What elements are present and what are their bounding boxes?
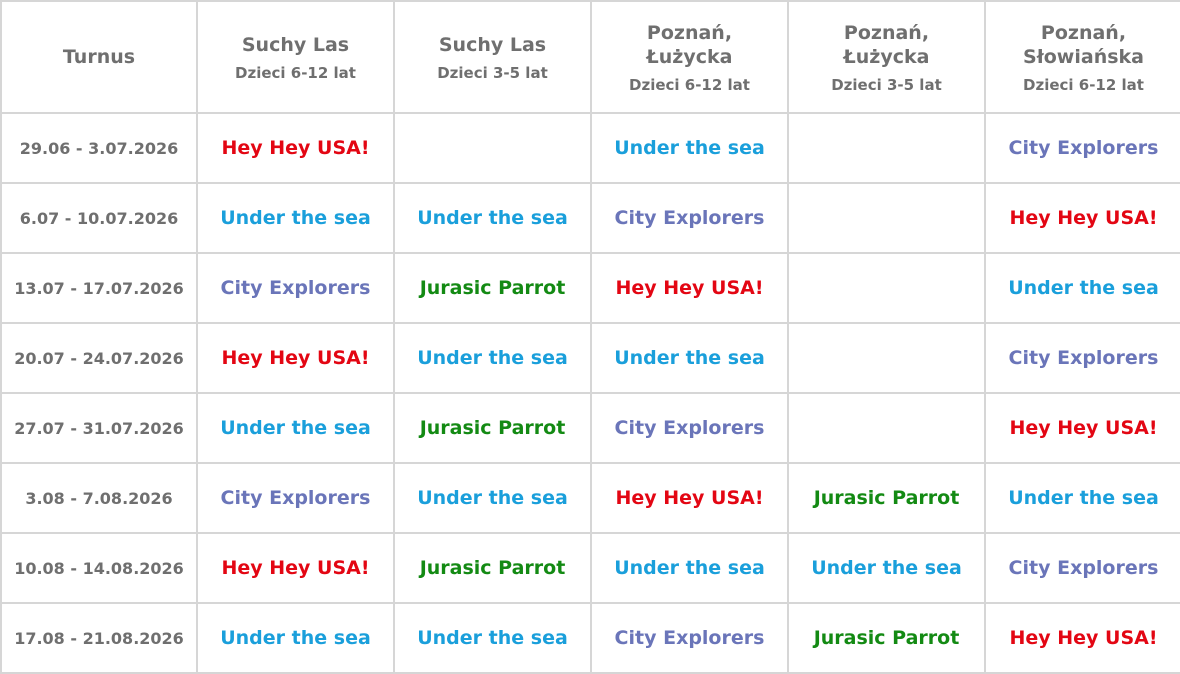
location-age-group: Dzieci 3-5 lat <box>437 63 548 82</box>
program-cell: City Explorers <box>590 602 789 674</box>
program-cell: Under the sea <box>984 462 1180 534</box>
program-cell: Under the sea <box>590 532 789 604</box>
program-cell: Under the sea <box>393 462 592 534</box>
program-cell: City Explorers <box>590 392 789 464</box>
turnus-dates: 3.08 - 7.08.2026 <box>0 462 198 534</box>
program-cell: City Explorers <box>984 112 1180 184</box>
program-cell: City Explorers <box>984 322 1180 394</box>
program-cell: Under the sea <box>196 602 395 674</box>
header-turnus: Turnus <box>0 0 198 114</box>
table-row: 3.08 - 7.08.2026 City Explorers Under th… <box>0 462 1180 534</box>
program-cell: City Explorers <box>196 252 395 324</box>
program-cell: City Explorers <box>590 182 789 254</box>
program-cell <box>787 182 986 254</box>
program-cell: Jurasic Parrot <box>393 252 592 324</box>
header-location: Poznań, Słowiańska Dzieci 6-12 lat <box>984 0 1180 114</box>
program-cell <box>787 112 986 184</box>
header-location: Poznań, Łużycka Dzieci 6-12 lat <box>590 0 789 114</box>
program-cell: Hey Hey USA! <box>984 602 1180 674</box>
program-cell: Under the sea <box>590 112 789 184</box>
table-row: 17.08 - 21.08.2026 Under the sea Under t… <box>0 602 1180 674</box>
program-cell: Hey Hey USA! <box>984 392 1180 464</box>
table-row: 13.07 - 17.07.2026 City Explorers Jurasi… <box>0 252 1180 324</box>
turnus-dates: 27.07 - 31.07.2026 <box>0 392 198 464</box>
program-cell: Under the sea <box>393 602 592 674</box>
header-location: Suchy Las Dzieci 6-12 lat <box>196 0 395 114</box>
table-row: 10.08 - 14.08.2026 Hey Hey USA! Jurasic … <box>0 532 1180 604</box>
turnus-dates: 20.07 - 24.07.2026 <box>0 322 198 394</box>
program-cell <box>393 112 592 184</box>
program-cell <box>787 392 986 464</box>
location-age-group: Dzieci 6-12 lat <box>1023 75 1144 94</box>
location-age-group: Dzieci 3-5 lat <box>831 75 942 94</box>
table-row: 29.06 - 3.07.2026 Hey Hey USA! Under the… <box>0 112 1180 184</box>
location-age-group: Dzieci 6-12 lat <box>235 63 356 82</box>
location-name: Poznań, Łużycka <box>646 21 733 68</box>
program-cell: Under the sea <box>590 322 789 394</box>
program-cell: Under the sea <box>393 322 592 394</box>
program-cell: Under the sea <box>787 532 986 604</box>
program-cell: Hey Hey USA! <box>196 322 395 394</box>
table-row: 20.07 - 24.07.2026 Hey Hey USA! Under th… <box>0 322 1180 394</box>
header-location: Poznań, Łużycka Dzieci 3-5 lat <box>787 0 986 114</box>
turnus-dates: 10.08 - 14.08.2026 <box>0 532 198 604</box>
program-cell: Under the sea <box>196 392 395 464</box>
program-cell: Jurasic Parrot <box>393 532 592 604</box>
program-cell: Jurasic Parrot <box>787 462 986 534</box>
program-cell: City Explorers <box>984 532 1180 604</box>
header-location: Suchy Las Dzieci 3-5 lat <box>393 0 592 114</box>
turnus-dates: 17.08 - 21.08.2026 <box>0 602 198 674</box>
program-cell <box>787 322 986 394</box>
program-cell: City Explorers <box>196 462 395 534</box>
table-row: 6.07 - 10.07.2026 Under the sea Under th… <box>0 182 1180 254</box>
location-name: Poznań, Łużycka <box>843 21 930 68</box>
turnus-dates: 6.07 - 10.07.2026 <box>0 182 198 254</box>
location-name: Poznań, Słowiańska <box>1023 21 1144 68</box>
location-name: Suchy Las <box>438 33 547 56</box>
program-cell: Under the sea <box>984 252 1180 324</box>
program-cell: Hey Hey USA! <box>590 252 789 324</box>
turnus-dates: 29.06 - 3.07.2026 <box>0 112 198 184</box>
program-cell: Hey Hey USA! <box>196 532 395 604</box>
program-cell: Under the sea <box>393 182 592 254</box>
program-cell: Under the sea <box>196 182 395 254</box>
program-cell: Hey Hey USA! <box>590 462 789 534</box>
program-cell: Hey Hey USA! <box>196 112 395 184</box>
program-cell: Jurasic Parrot <box>787 602 986 674</box>
table-row: 27.07 - 31.07.2026 Under the sea Jurasic… <box>0 392 1180 464</box>
turnus-dates: 13.07 - 17.07.2026 <box>0 252 198 324</box>
header-row: Turnus Suchy Las Dzieci 6-12 lat Suchy L… <box>0 0 1180 114</box>
program-cell: Hey Hey USA! <box>984 182 1180 254</box>
location-age-group: Dzieci 6-12 lat <box>629 75 750 94</box>
location-name: Suchy Las <box>241 33 350 56</box>
program-cell: Jurasic Parrot <box>393 392 592 464</box>
program-cell <box>787 252 986 324</box>
